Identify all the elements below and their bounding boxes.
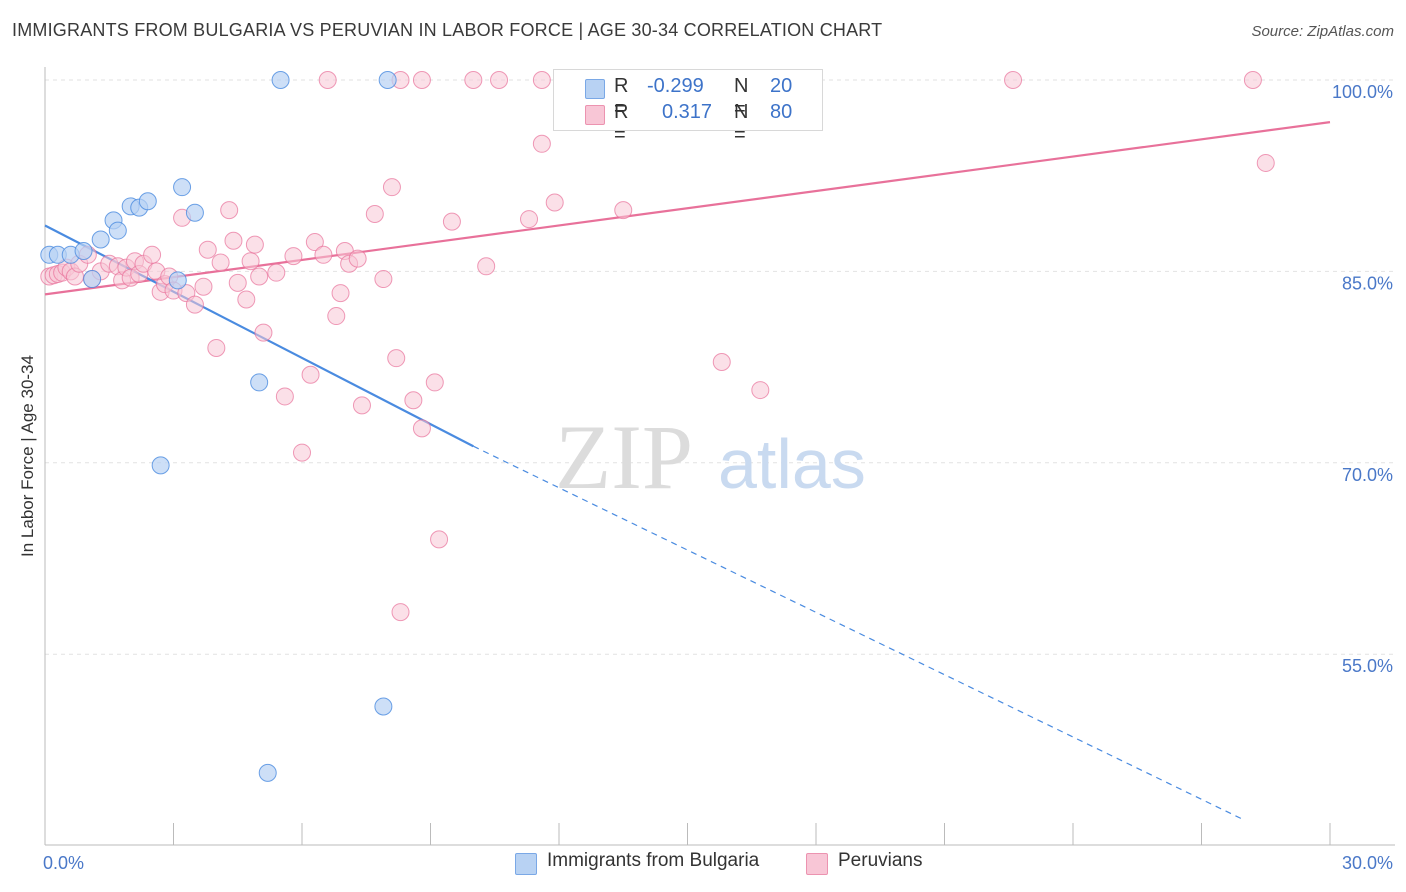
trend-line-peruvians (44, 121, 1331, 296)
x-tick-label: 0.0% (43, 853, 84, 873)
point-peruvians (267, 263, 286, 282)
point-bulgaria (108, 221, 127, 240)
point-peruvians (185, 295, 204, 314)
point-peruvians (275, 387, 294, 406)
point-peruvians (198, 240, 217, 259)
point-peruvians (207, 338, 226, 357)
bottom-swatch-peruvians (806, 853, 828, 875)
point-peruvians (614, 201, 633, 220)
point-bulgaria (271, 71, 290, 89)
legend-n-label: N = (734, 101, 749, 146)
point-peruvians (387, 349, 406, 368)
point-peruvians (442, 212, 461, 231)
point-peruvians (532, 71, 551, 89)
chart-source: Source: ZipAtlas.com (1251, 23, 1394, 40)
point-bulgaria (374, 697, 393, 716)
watermark: ZIP atlas (555, 406, 866, 508)
point-peruvians (331, 284, 350, 303)
legend-n-value: 20 (770, 75, 793, 97)
legend-r-value: -0.299 (647, 75, 704, 97)
point-peruvians (224, 231, 243, 250)
point-bulgaria (258, 763, 277, 782)
legend-r-label: R = (614, 101, 629, 146)
point-bulgaria (168, 271, 187, 290)
point-peruvians (284, 247, 303, 266)
point-peruvians (751, 381, 770, 400)
point-bulgaria (138, 192, 157, 211)
point-peruvians (490, 71, 509, 89)
tick-labels: 55.0% 70.0% 85.0% 100.0% 0.0% 30.0% (43, 82, 1393, 873)
bottom-swatch-bulgaria (515, 853, 537, 875)
y-axis-label: In Labor Force | Age 30-34 (18, 355, 37, 557)
point-peruvians (245, 235, 264, 254)
point-bulgaria (378, 71, 397, 89)
point-peruvians (327, 307, 346, 326)
x-tick-label: 30.0% (1342, 853, 1393, 873)
bottom-legend-label: Immigrants from Bulgaria (547, 850, 760, 871)
point-peruvians (348, 249, 367, 268)
point-bulgaria (185, 203, 204, 222)
legend-swatch-bulgaria (585, 79, 605, 99)
point-peruvians (712, 352, 731, 371)
point-peruvians (1243, 71, 1262, 89)
legend-r-value: 0.317 (662, 101, 713, 123)
point-peruvians (425, 373, 444, 392)
correlation-legend: R = -0.299 N = 20 R = 0.317 N = 80 (553, 69, 823, 146)
point-peruvians (374, 270, 393, 289)
point-peruvians (412, 71, 431, 89)
bottom-legend-label: Peruvians (838, 850, 923, 871)
point-peruvians (1004, 71, 1023, 89)
point-peruvians (532, 134, 551, 153)
point-bulgaria (151, 456, 170, 475)
point-peruvians (254, 323, 273, 342)
axes (44, 67, 1395, 846)
point-peruvians (520, 210, 539, 229)
point-peruvians (237, 290, 256, 309)
point-peruvians (391, 603, 410, 622)
point-peruvians (318, 71, 337, 89)
point-peruvians (464, 71, 483, 89)
legend-r-label: R = (614, 75, 629, 120)
point-bulgaria (91, 230, 110, 249)
point-peruvians (220, 201, 239, 220)
point-peruvians (365, 204, 384, 223)
y-tick-label: 70.0% (1342, 465, 1393, 485)
point-bulgaria (74, 241, 93, 260)
watermark-atlas: atlas (718, 425, 866, 503)
point-peruvians (241, 252, 260, 271)
point-peruvians (412, 419, 431, 438)
point-bulgaria (173, 178, 192, 197)
point-peruvians (301, 365, 320, 384)
point-peruvians (194, 277, 213, 296)
point-peruvians (314, 245, 333, 264)
y-tick-label: 55.0% (1342, 656, 1393, 676)
point-bulgaria (83, 270, 102, 289)
y-tick-label: 100.0% (1332, 82, 1393, 102)
point-peruvians (430, 530, 449, 549)
point-peruvians (293, 443, 311, 462)
legend-swatch-peruvians (585, 105, 605, 125)
chart-title: IMMIGRANTS FROM BULGARIA VS PERUVIAN IN … (12, 20, 883, 40)
point-bulgaria (250, 373, 269, 392)
legend-n-value: 80 (770, 101, 793, 123)
point-peruvians (228, 273, 247, 292)
point-peruvians (545, 193, 564, 212)
point-peruvians (477, 257, 496, 276)
y-tick-label: 85.0% (1342, 273, 1393, 293)
point-peruvians (404, 391, 423, 410)
point-peruvians (352, 396, 371, 415)
point-peruvians (143, 245, 162, 264)
point-peruvians (250, 267, 269, 286)
watermark-zip: ZIP (555, 406, 693, 508)
point-peruvians (211, 253, 230, 272)
point-peruvians (1256, 153, 1275, 172)
point-peruvians (305, 233, 324, 252)
point-peruvians (382, 178, 401, 197)
legend-n-label: N = (734, 75, 749, 120)
